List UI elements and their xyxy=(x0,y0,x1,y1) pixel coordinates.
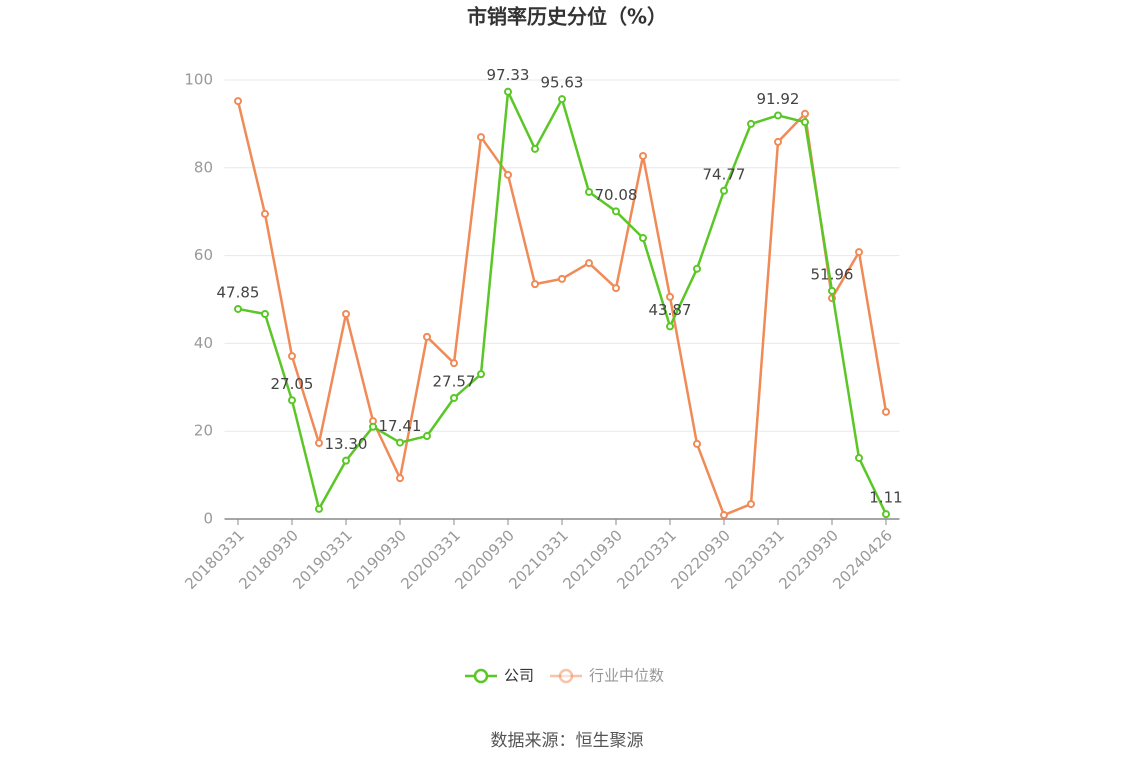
point xyxy=(774,111,782,120)
y-tick-label: 40 xyxy=(194,334,213,352)
point xyxy=(450,393,458,402)
point xyxy=(477,133,485,142)
point xyxy=(612,284,620,293)
point xyxy=(369,422,377,431)
point xyxy=(666,322,674,331)
y-tick-label: 60 xyxy=(194,246,213,264)
data-label: 97.33 xyxy=(487,66,530,84)
point xyxy=(612,207,620,216)
point xyxy=(234,304,242,313)
y-tick-label: 20 xyxy=(194,422,213,440)
point xyxy=(261,209,269,218)
point xyxy=(261,309,269,318)
data-label: 27.05 xyxy=(271,375,314,393)
point xyxy=(801,109,809,118)
point xyxy=(342,309,350,318)
point xyxy=(666,292,674,301)
y-tick-label: 0 xyxy=(203,510,213,528)
point xyxy=(801,118,809,127)
data-label: 27.57 xyxy=(433,372,476,390)
point xyxy=(531,280,539,289)
point xyxy=(720,511,728,520)
point xyxy=(342,456,350,465)
point xyxy=(693,439,701,448)
point xyxy=(288,352,296,361)
data-label: 43.87 xyxy=(649,301,692,319)
point xyxy=(585,187,593,196)
point xyxy=(423,432,431,441)
point xyxy=(450,359,458,368)
point xyxy=(855,248,863,257)
data-label: 17.41 xyxy=(379,417,422,435)
legend-marker xyxy=(558,668,574,684)
point xyxy=(315,504,323,513)
point xyxy=(693,264,701,273)
point xyxy=(882,407,890,416)
point xyxy=(396,474,404,483)
chart-title: 市销率历史分位（%） xyxy=(467,5,667,29)
data-label: 1.11 xyxy=(869,489,902,507)
point xyxy=(774,137,782,146)
legend: 公司 行业中位数 xyxy=(465,667,664,685)
y-tick-label: 80 xyxy=(194,158,213,176)
legend-marker xyxy=(473,668,489,684)
point xyxy=(585,259,593,268)
point xyxy=(234,97,242,106)
legend-label: 公司 xyxy=(504,667,534,685)
point xyxy=(477,370,485,379)
point xyxy=(531,144,539,153)
point xyxy=(288,396,296,405)
point xyxy=(504,170,512,179)
data-label: 13.30 xyxy=(325,435,368,453)
point xyxy=(639,151,647,160)
data-label: 91.92 xyxy=(757,90,800,108)
y-tick-label: 100 xyxy=(184,71,213,89)
point xyxy=(855,453,863,462)
data-label: 47.85 xyxy=(217,283,260,301)
point xyxy=(639,234,647,243)
point xyxy=(558,274,566,283)
point xyxy=(882,510,890,519)
point xyxy=(423,332,431,341)
x-tick-label: 20240426 xyxy=(829,526,896,593)
point xyxy=(315,439,323,448)
data-label: 70.08 xyxy=(595,186,638,204)
data-label: 74.77 xyxy=(703,165,746,183)
point xyxy=(720,186,728,195)
data-label: 51.96 xyxy=(811,265,854,283)
point xyxy=(504,87,512,96)
data-label: 95.63 xyxy=(541,74,584,92)
point xyxy=(828,286,836,295)
legend-label: 行业中位数 xyxy=(589,667,664,685)
point xyxy=(747,119,755,128)
source: 数据来源：恒生聚源 xyxy=(491,731,644,751)
point xyxy=(747,500,755,509)
point xyxy=(558,95,566,104)
point xyxy=(396,438,404,447)
